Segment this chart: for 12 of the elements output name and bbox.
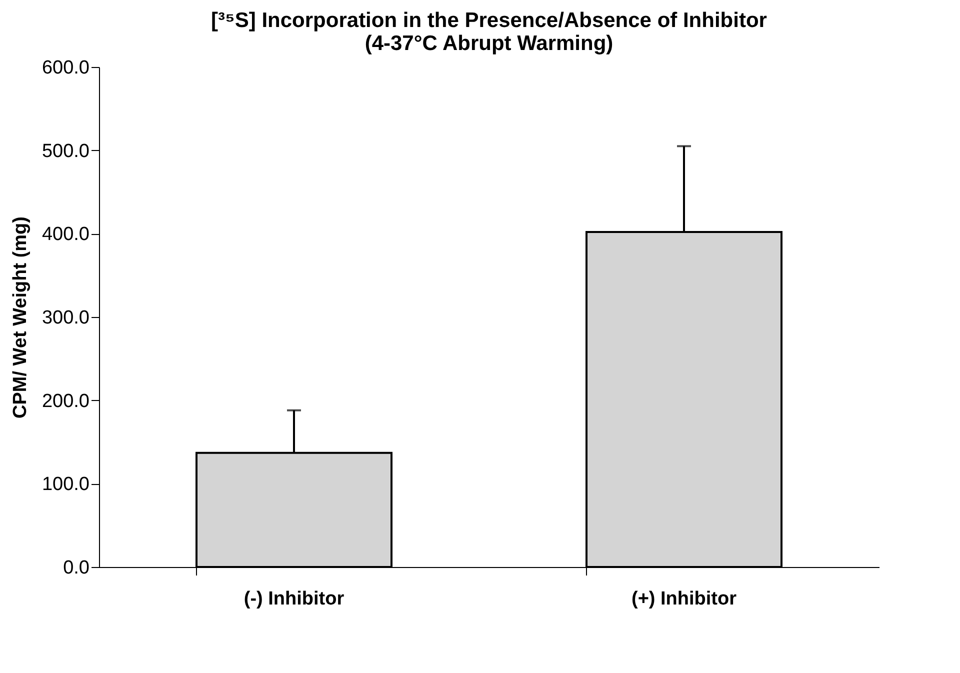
y-tick-label: 600.0 <box>42 58 90 78</box>
y-tick-label: 400.0 <box>42 224 90 246</box>
y-tick-label: 100.0 <box>42 474 90 496</box>
y-tick-label: 300.0 <box>42 308 90 328</box>
y-axis-title: CPM/ Wet Weight (mg) <box>10 216 31 418</box>
text: (4-37°C Abrupt Warming) <box>364 32 614 55</box>
y-tick-label: 200.0 <box>42 390 90 412</box>
y-tick-label: 0.0 <box>63 558 90 578</box>
x-tick-label: (-) Inhibitor <box>244 588 345 610</box>
y-tick-label: 500.0 <box>42 140 90 162</box>
x-tick-label: (+) Inhibitor <box>631 588 738 610</box>
text: [³⁵S] Incorporation in the Presence/Absence of Inhibitor <box>211 9 767 32</box>
